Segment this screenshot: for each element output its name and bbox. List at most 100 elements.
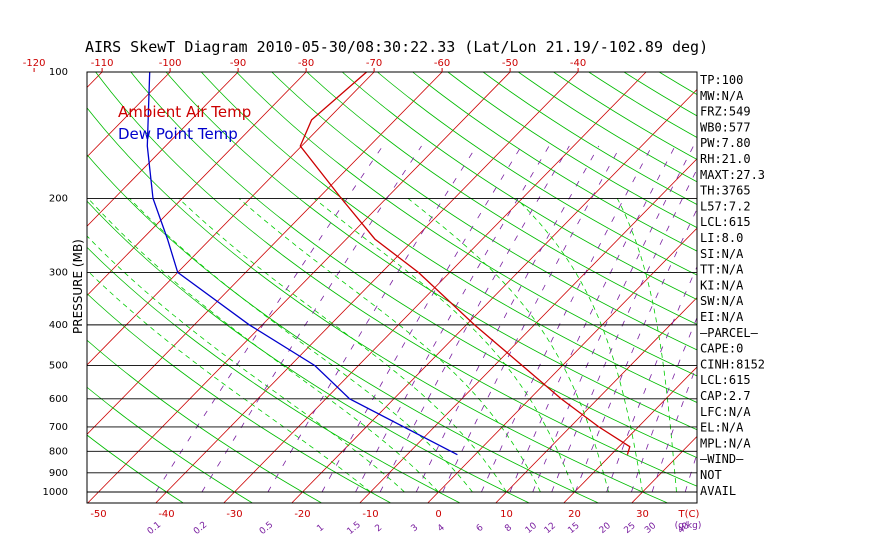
moist-adiabat-line <box>178 198 507 493</box>
bottom-temp-tick-label: 10 <box>500 509 513 520</box>
y-axis-label: PRESSURE (MB) <box>71 239 85 334</box>
dry-adiabat-line <box>271 72 697 351</box>
pressure-tick-label: 800 <box>49 446 68 457</box>
mixing-ratio-tick-label: 20 <box>598 521 613 536</box>
stability-index-item: —PARCEL— <box>700 326 759 340</box>
isotherm-line <box>87 72 239 227</box>
bottom-temp-tick-label: -40 <box>158 509 174 520</box>
top-temp-tick-label: -60 <box>434 58 450 69</box>
moist-adiabat-line <box>516 198 643 493</box>
stability-index-item: CAP:2.7 <box>700 389 751 403</box>
mixing-ratio-line <box>651 363 697 493</box>
stability-index-item: TP:100 <box>700 73 743 87</box>
stability-index-item: WB0:577 <box>700 120 751 134</box>
dry-adiabat-line <box>87 200 531 503</box>
dry-adiabat-line <box>236 72 697 377</box>
bottom-temp-tick-label: -10 <box>362 509 378 520</box>
stability-index-item: L57:7.2 <box>700 199 751 213</box>
stability-index-item: AVAIL <box>700 484 736 498</box>
top-temp-tick-label: -40 <box>570 58 586 69</box>
moist-adiabat-line <box>238 198 541 493</box>
mixing-ratio-line <box>155 145 384 493</box>
stability-index-item: TT:N/A <box>700 263 744 277</box>
dry-adiabat-line <box>201 72 697 403</box>
bottom-temp-tick-label: -50 <box>90 509 106 520</box>
mixing-ratio-tick-label: 0.1 <box>146 520 163 537</box>
dry-adiabat-line <box>87 386 254 503</box>
dry-adiabat-line <box>87 293 392 503</box>
stability-index-item: SW:N/A <box>700 294 744 308</box>
stability-index-item: LFC:N/A <box>700 405 751 419</box>
stability-index-item: LCL:615 <box>700 215 751 229</box>
mixing-ratio-tick-label: 12 <box>543 521 558 536</box>
mixing-ratio-tick-label: 3 <box>409 523 420 534</box>
isotherm-line <box>631 435 697 503</box>
dry-adiabat-line <box>518 72 697 183</box>
mixing-ratio-tick-label: 1 <box>315 523 326 534</box>
stability-index-item: PW:7.80 <box>700 136 751 150</box>
top-temp-tick-label: -120 <box>23 58 46 69</box>
chart-title: AIRS SkewT Diagram 2010-05-30/08:30:22.3… <box>85 38 708 56</box>
mixing-ratio-unit-label: (g/kg) <box>675 521 702 531</box>
mixing-ratio-line <box>631 316 697 493</box>
stability-index-item: FRZ:549 <box>700 105 751 119</box>
series-line-dew-point-temp <box>146 72 458 456</box>
legend-ambient-air-temp: Ambient Air Temp <box>118 103 251 121</box>
pressure-tick-label: 200 <box>49 193 68 204</box>
isotherm-line <box>768 72 870 503</box>
mixing-ratio-line <box>355 145 550 493</box>
stability-index-item: EI:N/A <box>700 310 744 324</box>
mixing-ratio-line <box>574 208 697 493</box>
top-temp-tick-label: -50 <box>502 58 518 69</box>
moist-adiabat-line <box>407 198 609 493</box>
dry-adiabat-line <box>87 339 323 503</box>
mixing-ratio-line <box>379 145 570 493</box>
moist-adiabat-line <box>87 235 405 493</box>
dry-adiabat-line <box>412 72 697 252</box>
isotherm-line <box>359 158 697 503</box>
mixing-ratio-tick-label: 30 <box>643 521 658 536</box>
mixing-ratio-tick-label: 8 <box>503 523 514 535</box>
top-temp-tick-label: -80 <box>298 58 314 69</box>
mixing-ratio-tick-label: 0.2 <box>192 520 209 537</box>
isotherm-line <box>495 297 697 503</box>
bottom-unit-label: T(C) <box>678 509 700 520</box>
plot-border <box>86 71 698 504</box>
pressure-tick-label: 1000 <box>43 487 68 498</box>
stability-index-item: NOT <box>700 468 722 482</box>
isotherm-line <box>563 366 697 503</box>
moist-adiabat-line <box>87 198 439 493</box>
dry-adiabat-line <box>87 107 669 503</box>
mixing-ratio-tick-label: 0.5 <box>258 520 275 537</box>
isotherm-line <box>87 72 443 435</box>
dry-adiabat-line <box>447 72 697 229</box>
stability-index-item: EL:N/A <box>700 421 744 435</box>
isotherm-line <box>87 72 375 366</box>
mixing-ratio-line <box>415 145 600 493</box>
mixing-ratio-tick-label: 10 <box>524 521 539 536</box>
mixing-ratio-tick-label: 6 <box>475 523 486 535</box>
mixing-ratio-tick-label: 15 <box>566 521 581 536</box>
mixing-ratio-tick-label: 25 <box>623 521 638 536</box>
bottom-temp-tick-label: -30 <box>226 509 242 520</box>
dry-adiabat-line <box>658 72 697 96</box>
pressure-tick-label: 700 <box>49 422 68 433</box>
stability-index-item: —WIND— <box>700 452 744 466</box>
stability-index-item: RH:21.0 <box>700 152 751 166</box>
stability-index-item: KI:N/A <box>700 278 744 292</box>
bottom-temp-tick-label: 30 <box>636 509 649 520</box>
legend: Ambient Air Temp Dew Point Temp <box>118 103 251 143</box>
stability-index-item: MPL:N/A <box>700 436 751 450</box>
plot-frame <box>86 71 698 504</box>
mixing-ratio-tick-label: 1.5 <box>346 520 363 537</box>
stability-index-item: SI:N/A <box>700 247 744 261</box>
stability-index-item: MAXT:27.3 <box>700 168 765 182</box>
axis-ticks <box>33 68 579 72</box>
mixing-ratio-line <box>532 145 694 493</box>
mixing-ratio-line <box>267 145 477 493</box>
dry-adiabat-line <box>87 246 461 503</box>
pressure-tick-label: 100 <box>49 67 68 78</box>
